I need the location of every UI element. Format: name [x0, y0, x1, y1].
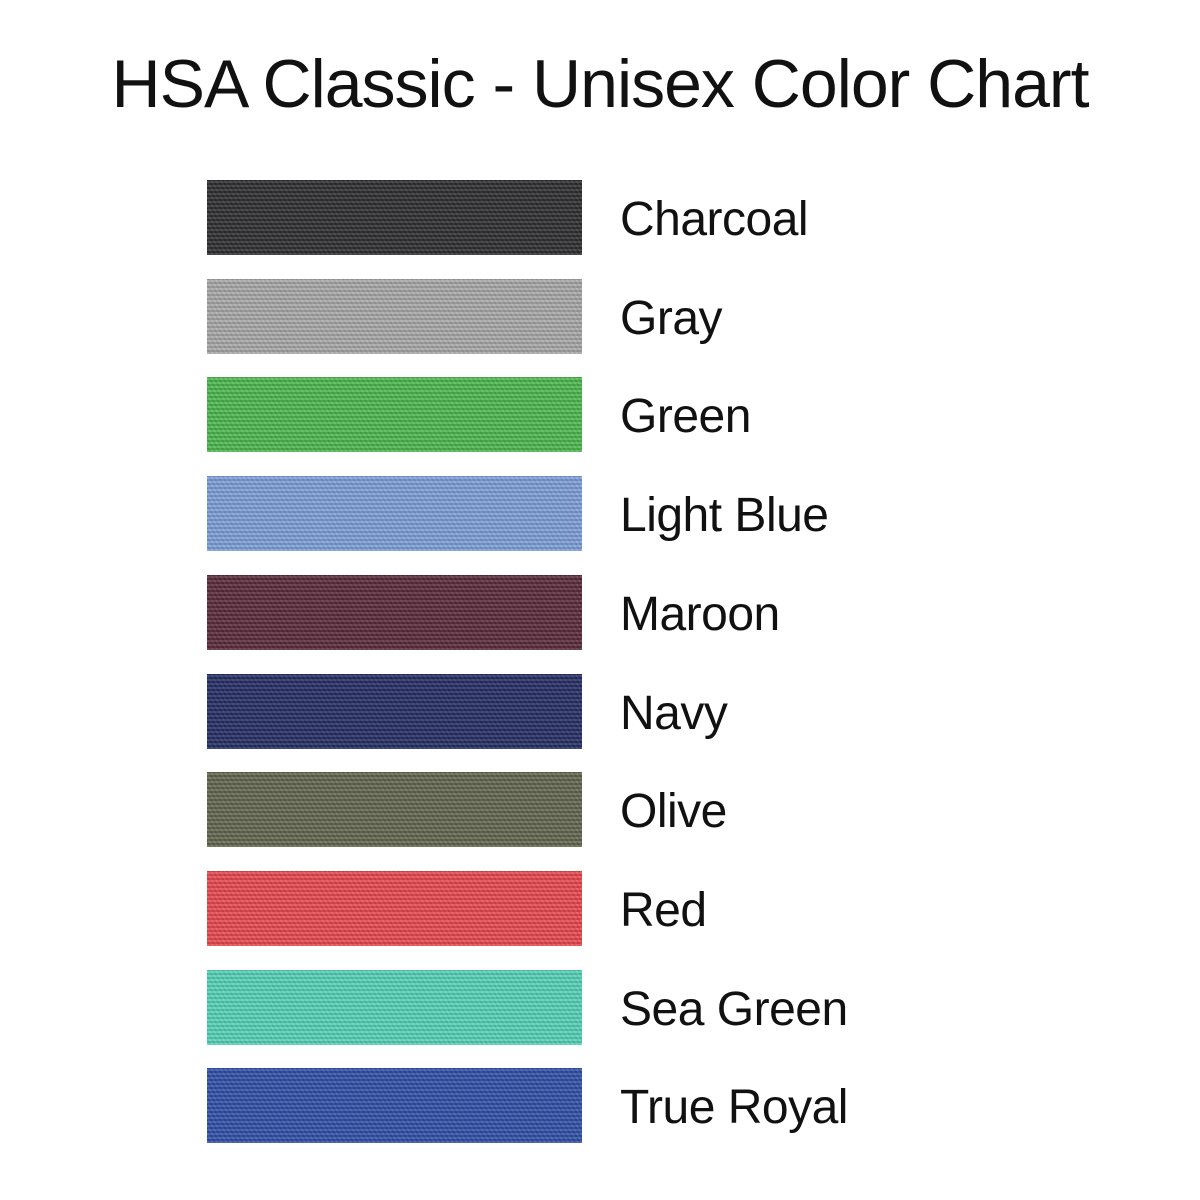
color-swatch	[207, 772, 582, 848]
swatch-row: Red	[207, 870, 1007, 946]
swatch-row: Navy	[207, 673, 1007, 749]
color-swatch	[207, 574, 582, 650]
swatch-row: True Royal	[207, 1068, 1007, 1144]
color-name-label: Green	[620, 390, 751, 444]
color-name-label: Maroon	[620, 587, 780, 641]
color-name-label: Navy	[620, 686, 728, 740]
color-swatch	[207, 969, 582, 1045]
color-swatch	[207, 673, 582, 749]
swatch-row: Maroon	[207, 574, 1007, 650]
swatch-row: Light Blue	[207, 476, 1007, 552]
color-swatch	[207, 870, 582, 946]
color-name-label: Sea Green	[620, 982, 848, 1036]
color-swatch	[207, 476, 582, 552]
color-name-label: Gray	[620, 291, 723, 345]
page-title: HSA Classic - Unisex Color Chart	[111, 46, 1090, 122]
color-name-label: Red	[620, 883, 707, 937]
color-swatch	[207, 377, 582, 453]
color-name-label: True Royal	[620, 1081, 848, 1135]
swatch-row: Gray	[207, 278, 1007, 354]
color-name-label: Light Blue	[620, 489, 829, 543]
swatch-row: Green	[207, 377, 1007, 453]
color-swatch	[207, 180, 582, 255]
color-swatch	[207, 278, 582, 354]
color-name-label: Charcoal	[620, 193, 809, 246]
color-swatch	[207, 1068, 582, 1144]
swatch-row: Sea Green	[207, 969, 1007, 1045]
swatch-row: Charcoal	[207, 180, 1007, 255]
swatch-row: Olive	[207, 772, 1007, 848]
color-name-label: Olive	[620, 785, 727, 839]
